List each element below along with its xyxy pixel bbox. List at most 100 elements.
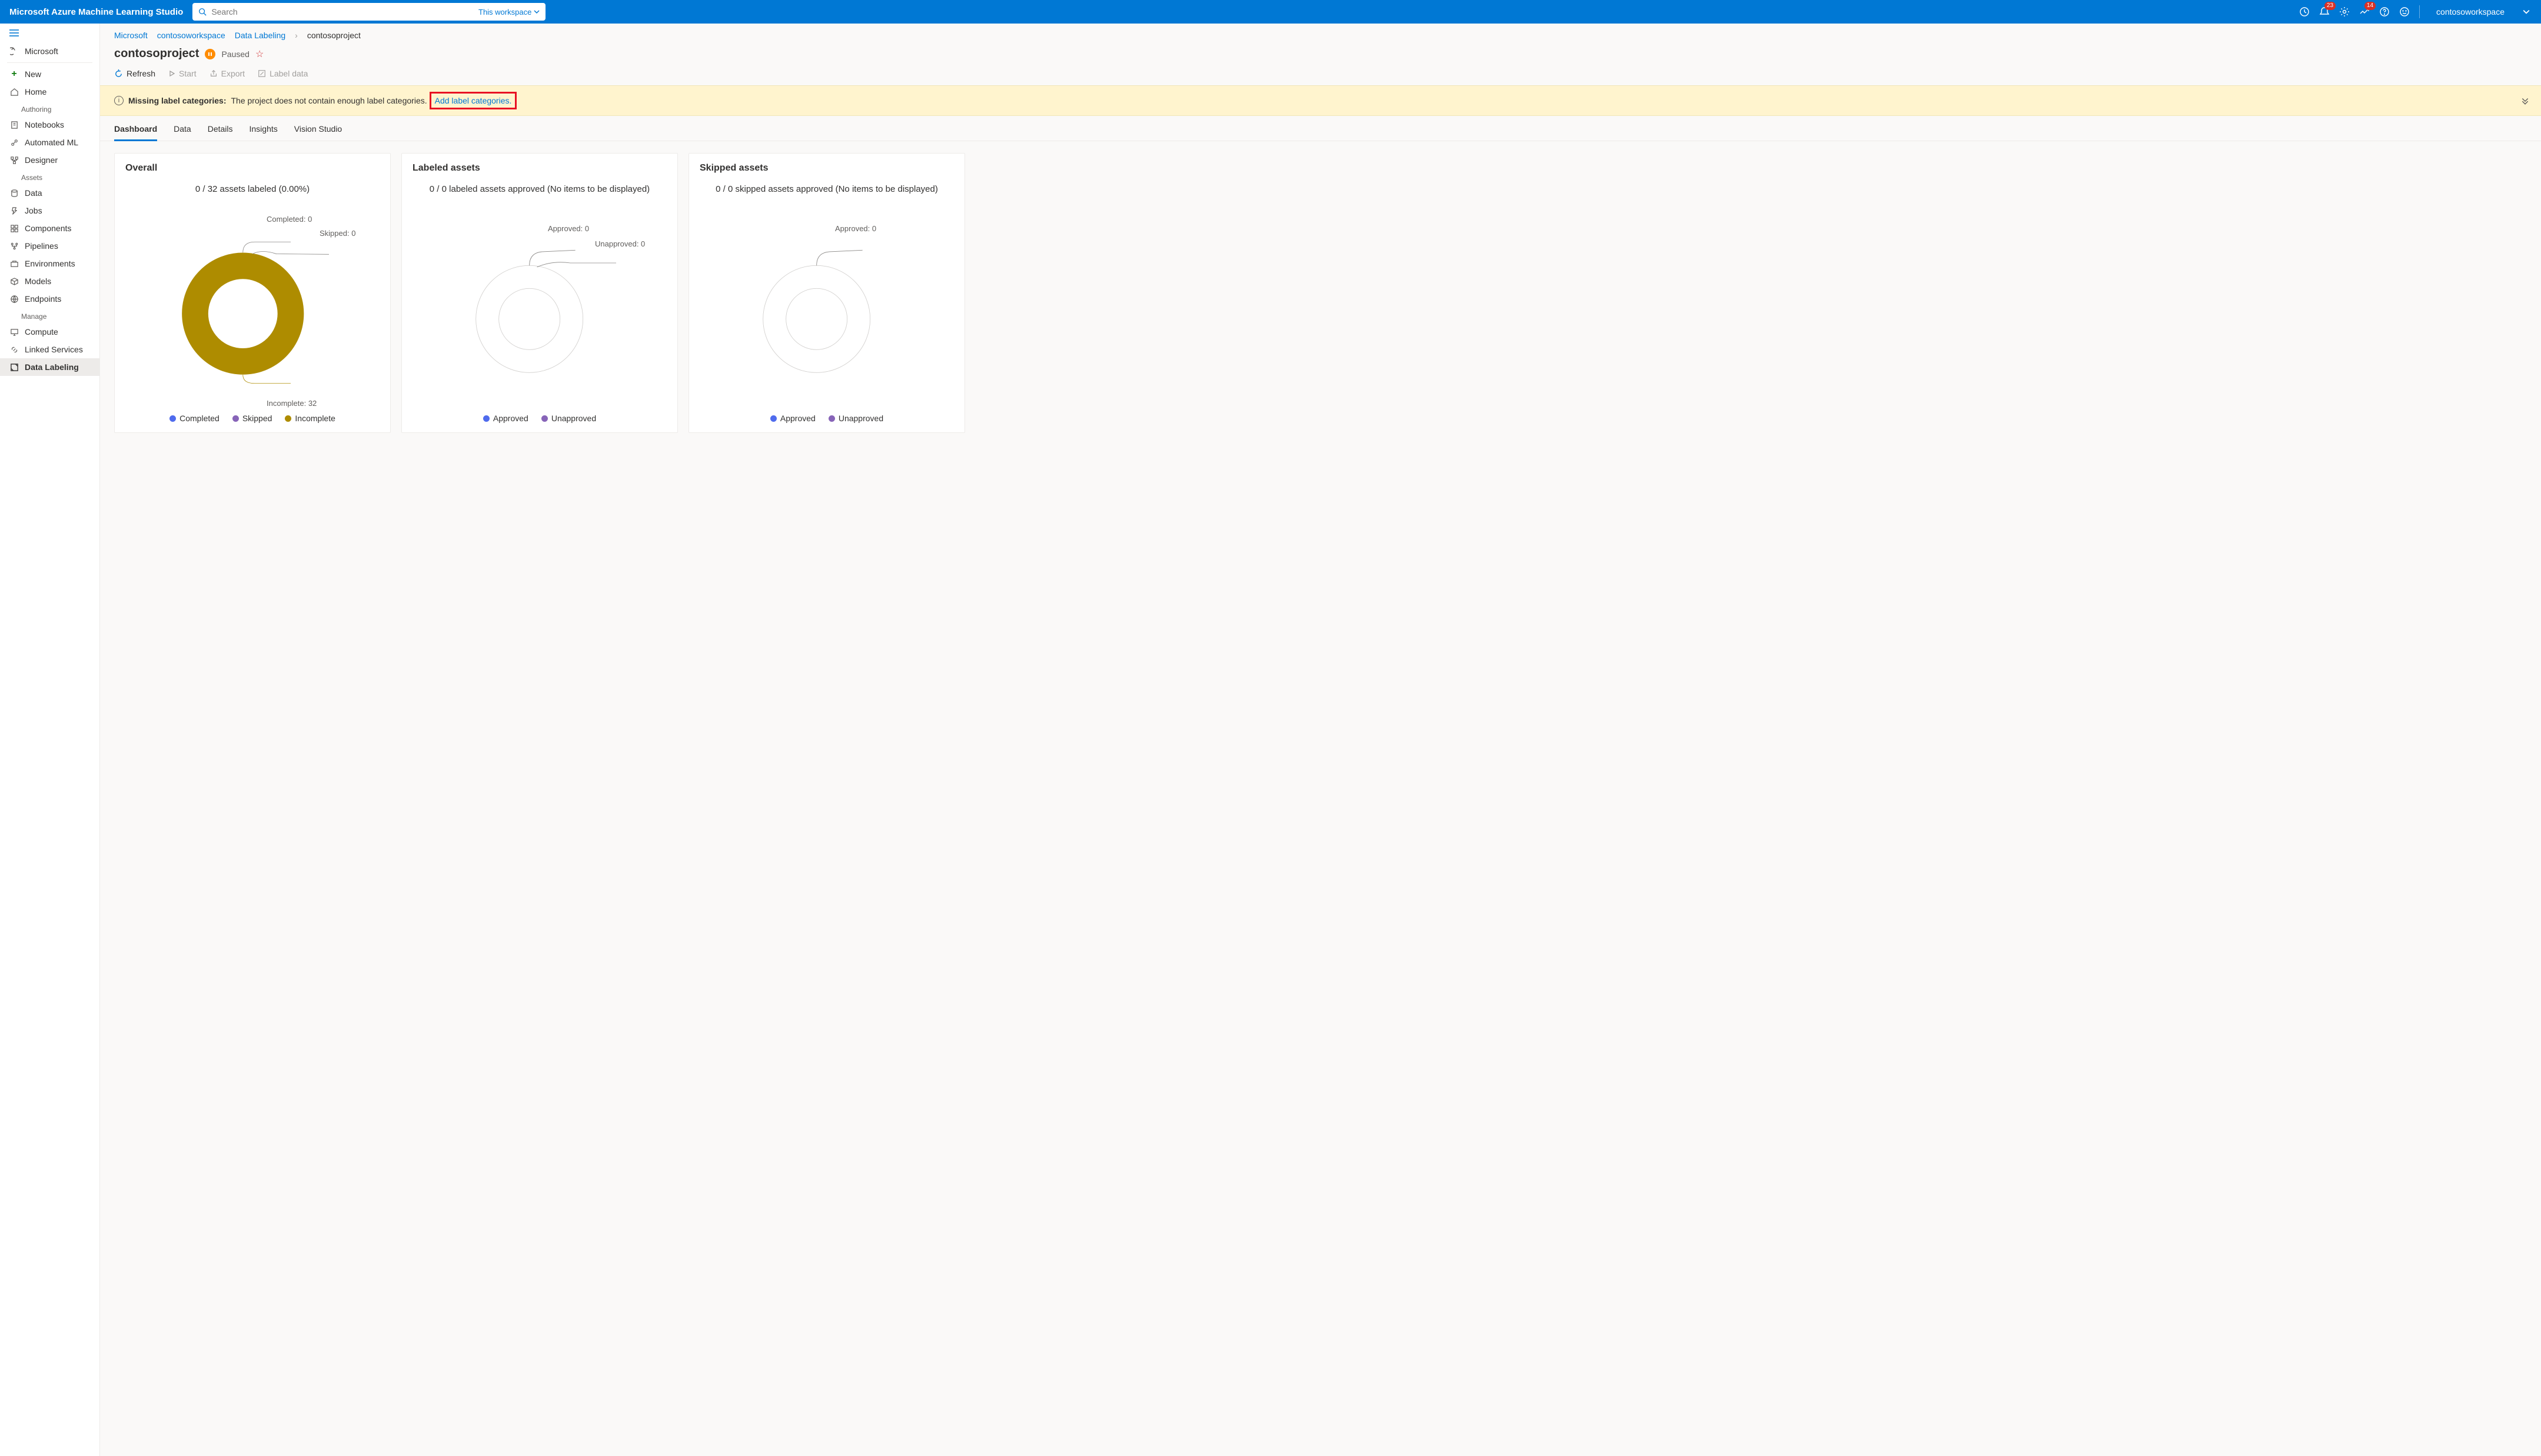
- jobs-icon: [9, 206, 19, 215]
- legend-item: Unapproved: [829, 414, 883, 423]
- collapse-chevron-icon[interactable]: [2521, 96, 2529, 105]
- search-box[interactable]: This workspace: [192, 3, 546, 21]
- sidebar-home[interactable]: Home: [0, 83, 99, 101]
- refresh-icon: [114, 69, 123, 78]
- card-skipped-assets: Skipped assets 0 / 0 skipped assets appr…: [689, 153, 965, 433]
- legend-item: Unapproved: [541, 414, 596, 423]
- breadcrumb-link[interactable]: Data Labeling: [235, 31, 285, 40]
- legend-item: Approved: [483, 414, 528, 423]
- designer-icon: [9, 155, 19, 165]
- legend-item: Incomplete: [285, 414, 335, 423]
- page-title-row: contosoproject Paused ☆: [100, 45, 2541, 65]
- diagnostics-icon[interactable]: 14: [2359, 6, 2370, 17]
- callout-incomplete: Incomplete: 32: [267, 399, 317, 408]
- banner-body: The project does not contain enough labe…: [231, 96, 427, 105]
- settings-icon[interactable]: [2339, 6, 2350, 17]
- diagnostics-badge: 14: [2364, 2, 2376, 10]
- card-overall: Overall 0 / 32 assets labeled (0.00%) Co…: [114, 153, 391, 433]
- automl-icon: [9, 138, 19, 147]
- recent-icon[interactable]: [2299, 6, 2310, 17]
- sidebar-data[interactable]: Data: [0, 184, 99, 202]
- sidebar-section-authoring: Authoring: [0, 101, 99, 116]
- legend: Completed Skipped Incomplete: [125, 414, 380, 423]
- endpoints-icon: [9, 294, 19, 304]
- topbar-actions: 23 14 contosoworkspace: [2294, 5, 2536, 18]
- home-icon: [9, 87, 19, 96]
- sidebar-pipelines[interactable]: Pipelines: [0, 237, 99, 255]
- data-icon: [9, 188, 19, 198]
- sidebar-notebooks[interactable]: Notebooks: [0, 116, 99, 134]
- card-subtitle: 0 / 0 skipped assets approved (No items …: [700, 184, 954, 209]
- pipelines-icon: [9, 241, 19, 251]
- sidebar-linked-services[interactable]: Linked Services: [0, 341, 99, 358]
- export-button[interactable]: Export: [209, 69, 245, 78]
- notifications-badge: 23: [2324, 2, 2336, 10]
- info-icon: i: [114, 96, 124, 105]
- add-label-categories-link[interactable]: Add label categories.: [435, 96, 512, 105]
- notebook-icon: [9, 120, 19, 129]
- tab-vision-studio[interactable]: Vision Studio: [294, 124, 342, 141]
- plus-icon: +: [9, 69, 19, 79]
- callout-approved: Approved: 0: [548, 224, 589, 233]
- card-subtitle: 0 / 32 assets labeled (0.00%): [125, 184, 380, 209]
- sidebar-environments[interactable]: Environments: [0, 255, 99, 272]
- overall-donut-chart: Completed: 0 Skipped: 0 Incomplete: 32: [125, 209, 380, 409]
- label-icon: [258, 69, 266, 78]
- labeled-donut-chart: Approved: 0 Unapproved: 0: [413, 209, 667, 409]
- brand-title: Microsoft Azure Machine Learning Studio: [5, 7, 188, 17]
- sidebar-new[interactable]: + New: [0, 65, 99, 83]
- legend-item: Approved: [770, 414, 816, 423]
- sidebar-back[interactable]: Microsoft: [0, 42, 99, 60]
- swatch-icon: [232, 415, 239, 422]
- sidebar-compute[interactable]: Compute: [0, 323, 99, 341]
- dashboard-cards: Overall 0 / 32 assets labeled (0.00%) Co…: [100, 141, 2541, 445]
- help-icon[interactable]: [2379, 6, 2390, 17]
- tab-insights[interactable]: Insights: [250, 124, 278, 141]
- sidebar-jobs[interactable]: Jobs: [0, 202, 99, 219]
- page-title: contosoproject: [114, 47, 199, 61]
- link-icon: [9, 345, 19, 354]
- swatch-icon: [770, 415, 777, 422]
- sidebar-endpoints[interactable]: Endpoints: [0, 290, 99, 308]
- swatch-icon: [483, 415, 490, 422]
- search-scope[interactable]: This workspace: [478, 8, 540, 16]
- notifications-icon[interactable]: 23: [2319, 6, 2330, 17]
- breadcrumb-link[interactable]: Microsoft: [114, 31, 148, 40]
- favorite-star-icon[interactable]: ☆: [255, 48, 264, 60]
- swatch-icon: [169, 415, 176, 422]
- chevron-down-icon[interactable]: [2521, 6, 2532, 17]
- sidebar-models[interactable]: Models: [0, 272, 99, 290]
- main-content: Microsoft contosoworkspace Data Labeling…: [100, 24, 2541, 1456]
- hamburger-icon[interactable]: [0, 24, 99, 42]
- highlight-box: Add label categories.: [430, 92, 517, 109]
- refresh-button[interactable]: Refresh: [114, 69, 155, 78]
- donut-svg: [176, 232, 329, 385]
- tab-details[interactable]: Details: [208, 124, 233, 141]
- card-title: Labeled assets: [413, 163, 667, 174]
- compute-icon: [9, 327, 19, 336]
- environments-icon: [9, 259, 19, 268]
- workspace-selector[interactable]: contosoworkspace: [2429, 7, 2512, 16]
- callout-approved: Approved: 0: [835, 224, 876, 233]
- tab-data[interactable]: Data: [174, 124, 191, 141]
- callout-completed: Completed: 0: [267, 215, 312, 224]
- breadcrumb-link[interactable]: contosoworkspace: [157, 31, 225, 40]
- feedback-icon[interactable]: [2399, 6, 2410, 17]
- sidebar-designer[interactable]: Designer: [0, 151, 99, 169]
- back-arrow-icon: [9, 46, 19, 56]
- sidebar: Microsoft + New Home Authoring Notebooks…: [0, 24, 100, 1456]
- warning-banner: i Missing label categories: The project …: [100, 85, 2541, 116]
- sidebar-automl[interactable]: Automated ML: [0, 134, 99, 151]
- legend-item: Skipped: [232, 414, 272, 423]
- sidebar-components[interactable]: Components: [0, 219, 99, 237]
- tab-dashboard[interactable]: Dashboard: [114, 124, 157, 141]
- toolbar: Refresh Start Export Label data: [100, 65, 2541, 85]
- chevron-right-icon: ›: [295, 31, 298, 40]
- sidebar-data-labeling[interactable]: Data Labeling: [0, 358, 99, 376]
- breadcrumb: Microsoft contosoworkspace Data Labeling…: [100, 24, 2541, 45]
- search-input[interactable]: [211, 7, 474, 16]
- swatch-icon: [541, 415, 548, 422]
- label-data-button[interactable]: Label data: [258, 69, 308, 78]
- start-button[interactable]: Start: [168, 69, 197, 78]
- card-title: Overall: [125, 163, 380, 174]
